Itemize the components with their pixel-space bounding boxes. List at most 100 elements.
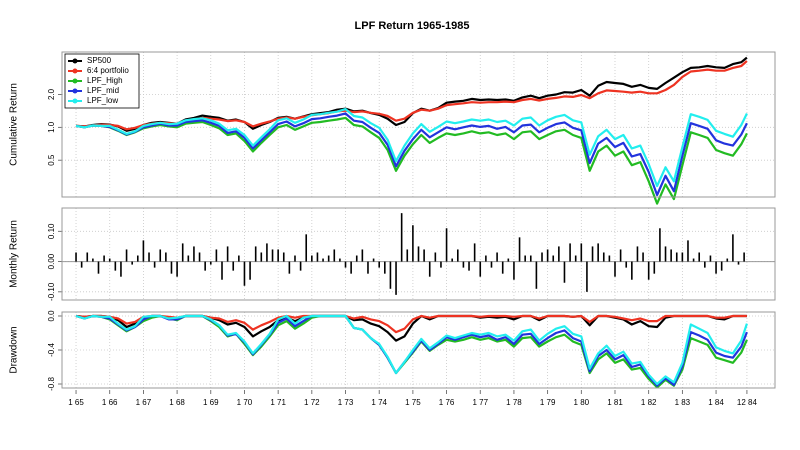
bar [692, 258, 695, 262]
x-tick-label: 1 84 [708, 398, 724, 407]
bar [221, 261, 223, 280]
bar [108, 258, 111, 262]
bar [204, 261, 206, 271]
bar [479, 261, 482, 277]
bar [400, 213, 403, 262]
bar [445, 228, 448, 262]
y-axis-title: Drawdown [9, 326, 20, 373]
bar [367, 261, 369, 274]
bar [165, 252, 167, 262]
y-axis-title: Monthly Return [9, 220, 20, 288]
bar [720, 261, 723, 271]
bar [136, 255, 139, 262]
x-tick-label: 1 75 [405, 398, 421, 407]
bar [614, 261, 616, 277]
x-tick-label: 1 66 [102, 398, 118, 407]
bar [732, 234, 734, 262]
bar [142, 240, 145, 262]
series-line [75, 112, 748, 197]
bar [704, 261, 706, 268]
bar [322, 258, 324, 262]
bar [501, 261, 504, 274]
bar [80, 261, 83, 268]
x-tick-label: 1 80 [574, 398, 590, 407]
bar [659, 228, 661, 262]
x-tick-label: 1 81 [607, 398, 623, 407]
legend-label: 6:4 portfolio [87, 66, 129, 75]
x-tick-label: 1 72 [304, 398, 320, 407]
bar [625, 261, 628, 268]
bar [176, 261, 178, 277]
y-tick-label: 0.5 [47, 154, 56, 166]
bar [378, 261, 381, 268]
bar [159, 249, 162, 262]
bar [558, 246, 560, 262]
bar [608, 255, 611, 262]
bar [507, 258, 510, 262]
bar [428, 261, 431, 277]
bar [434, 252, 437, 262]
bar [440, 261, 442, 268]
bar [311, 255, 313, 262]
bar [664, 246, 667, 262]
bar [541, 252, 543, 262]
bar [344, 261, 347, 268]
bar [743, 252, 745, 262]
bar [518, 237, 521, 262]
bar [524, 255, 526, 262]
bar [114, 261, 117, 271]
bar [417, 246, 420, 262]
bar [395, 261, 397, 295]
bar [254, 246, 257, 262]
bar [602, 252, 605, 262]
bar [569, 243, 571, 262]
panel-frame [61, 51, 776, 198]
bar [647, 261, 650, 280]
bar [277, 249, 279, 262]
bar [389, 261, 392, 289]
bar [209, 261, 212, 265]
x-tick-label: 1 70 [237, 398, 253, 407]
bar [361, 249, 364, 262]
bar [238, 255, 240, 262]
bar [187, 255, 190, 262]
bar [120, 261, 122, 277]
bar [226, 246, 229, 262]
bar [271, 249, 274, 262]
bar [698, 252, 701, 262]
bar [462, 261, 465, 268]
bar [384, 261, 386, 274]
y-tick-label: 0.0 [47, 310, 56, 322]
bar [260, 252, 263, 262]
bar [148, 252, 150, 262]
bar [288, 261, 291, 274]
legend-label: LPF_mid [87, 86, 119, 95]
bar [412, 225, 414, 262]
series-line [75, 60, 748, 131]
bar [675, 252, 678, 262]
bar [631, 261, 633, 280]
bar [406, 249, 409, 262]
legend-marker [72, 88, 78, 94]
bar [468, 261, 470, 271]
y-tick-label: 2.0 [47, 88, 56, 100]
bar [75, 252, 77, 262]
bar [496, 252, 498, 262]
y-tick-label: 0.10 [47, 223, 56, 239]
bar [327, 255, 330, 262]
bar [490, 261, 493, 268]
bar [715, 261, 717, 274]
legend-marker [72, 58, 78, 64]
bar [131, 261, 133, 265]
bar [423, 249, 425, 262]
bar [726, 258, 729, 262]
legend-marker [72, 68, 78, 74]
bar [552, 255, 555, 262]
y-tick-label: 0.00 [47, 253, 56, 269]
y-tick-label: -0.4 [47, 343, 56, 357]
x-tick-label: 1 65 [68, 398, 84, 407]
bar [591, 246, 594, 262]
bar [266, 243, 268, 262]
bar [485, 255, 487, 262]
bar [586, 261, 588, 292]
